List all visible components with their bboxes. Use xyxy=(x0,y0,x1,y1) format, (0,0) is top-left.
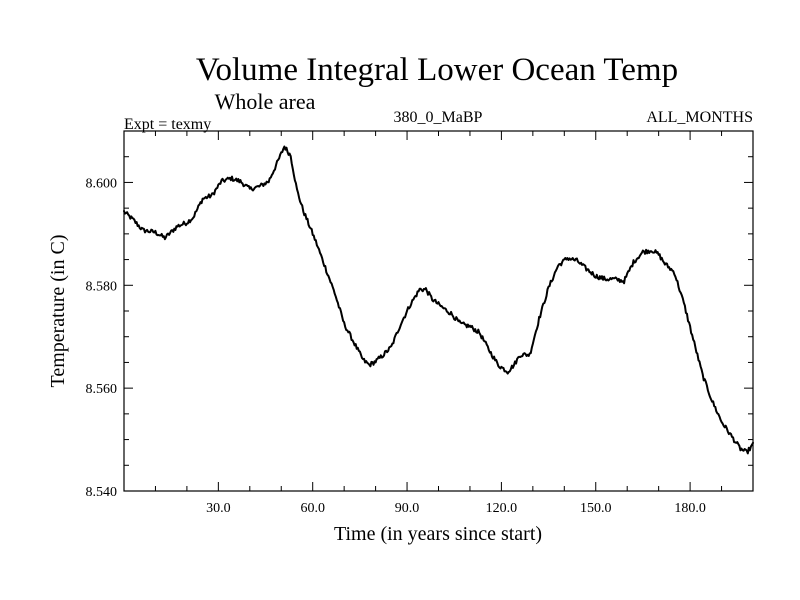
x-axis-label: Time (in years since start) xyxy=(334,523,542,545)
chart-subtitle: Whole area xyxy=(215,89,316,114)
experiment-label: Expt = texmy xyxy=(124,116,211,133)
y-axis-label: Temperature (in C) xyxy=(47,235,69,388)
x-tick-label: 30.0 xyxy=(206,501,231,516)
x-tick-label: 60.0 xyxy=(300,501,325,516)
run-label: 380_0_MaBP xyxy=(394,109,483,126)
y-tick-label: 8.580 xyxy=(86,279,118,294)
months-label: ALL_MONTHS xyxy=(646,109,753,126)
x-tick-label: 180.0 xyxy=(674,501,706,516)
axis-ticks xyxy=(124,131,753,491)
x-tick-label: 90.0 xyxy=(395,501,420,516)
x-tick-label: 150.0 xyxy=(580,501,612,516)
chart-title: Volume Integral Lower Ocean Temp xyxy=(196,52,678,88)
tick-labels: 30.0 60.0 90.0 120.0 150.0 180.0 8.540 8.560 8.5… xyxy=(86,176,706,516)
series-line xyxy=(123,145,754,455)
x-tick-label: 120.0 xyxy=(486,501,518,516)
y-tick-label: 8.560 xyxy=(86,382,118,397)
y-tick-label: 8.600 xyxy=(86,176,118,191)
y-tick-label: 8.540 xyxy=(86,485,118,500)
